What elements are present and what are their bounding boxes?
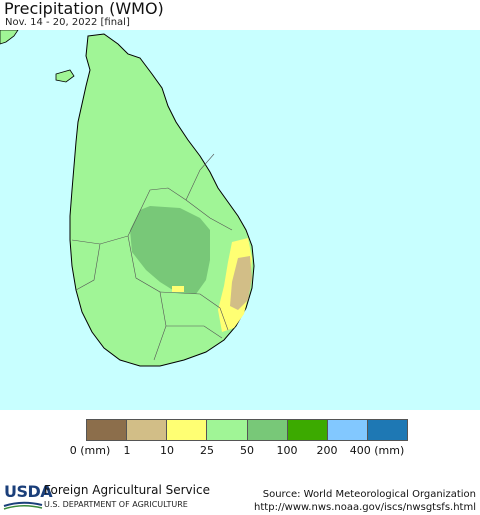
department-name: U.S. DEPARTMENT OF AGRICULTURE [44,500,188,509]
zone-25-50mm [130,206,210,294]
source-line: Source: World Meteorological Organizatio… [262,489,476,500]
usda-logo: USDA [4,482,53,501]
footer-source: Source: World Meteorological Organizatio… [254,488,476,514]
agency-name: Foreign Agricultural Service [44,483,210,497]
legend-tick-4: 50 [240,444,254,457]
district-boundaries [71,153,233,361]
legend-swatch-1 [127,420,168,440]
northern-islet [55,69,75,83]
source-url[interactable]: http://www.nws.noaa.gov/iscs/nwsgtsfs.ht… [254,502,476,513]
legend-swatch-3 [207,420,248,440]
map-area [0,30,480,410]
map-title: Precipitation (WMO) [4,0,164,18]
map-subtitle: Nov. 14 - 20, 2022 [final] [5,17,130,28]
legend-tick-5: 100 [276,444,298,457]
legend-swatch-7 [367,420,407,440]
legend-swatch-4 [247,420,288,440]
legend-swatch-6 [327,420,368,440]
legend-tick-0: 0 (mm) [69,444,111,457]
india-coast [0,30,19,45]
legend-tick-2: 10 [160,444,174,457]
legend-swatch-5 [287,420,328,440]
precipitation-legend [86,419,408,441]
legend-tick-3: 25 [200,444,214,457]
legend-tick-6: 200 [316,444,338,457]
legend-swatch-0 [87,420,128,440]
zone-10-25mm-spot [172,286,184,292]
legend-swatch-2 [167,420,208,440]
zone-1-10mm [230,256,252,310]
island-outline [69,33,255,367]
legend-tick-7: 400 (mm) [349,444,405,457]
precipitation-map [0,30,255,367]
legend-tick-1: 1 [123,444,131,457]
usda-swoosh-icon [3,501,43,510]
